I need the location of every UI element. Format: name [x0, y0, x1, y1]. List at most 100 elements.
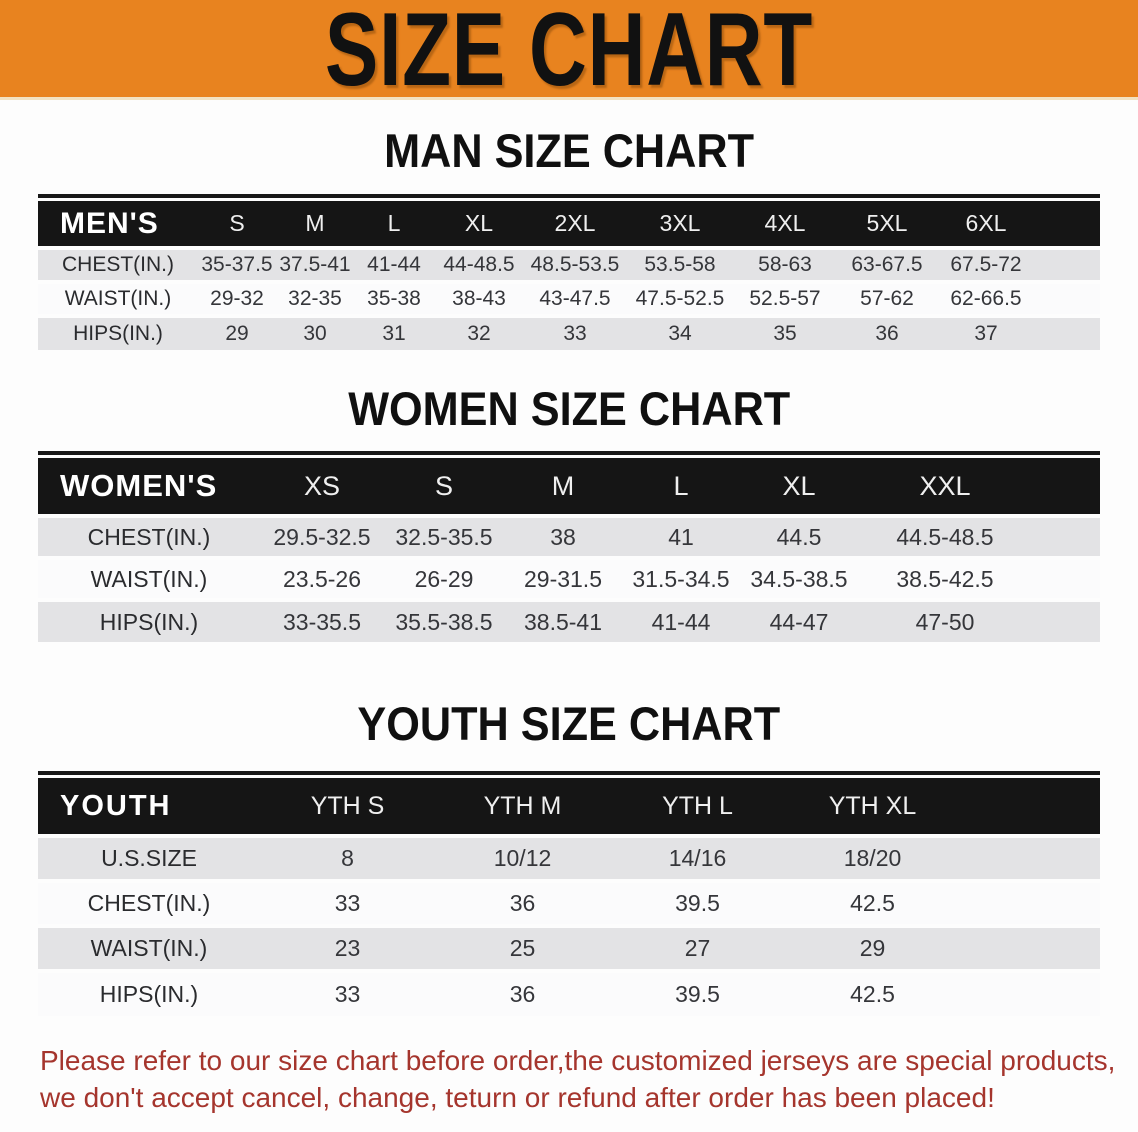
section-women: WOMEN SIZE CHART WOMEN'S XS S M L XL XXL CHEST(I…	[38, 382, 1100, 642]
size-value: 38.5-42.5	[858, 556, 1032, 600]
size-column-header: XXL	[858, 458, 1032, 516]
size-column-header: M	[276, 201, 354, 248]
size-value: 10/12	[435, 834, 610, 881]
group-label-men: MEN'S	[38, 201, 198, 248]
size-column-header: 6XL	[938, 201, 1034, 248]
row-label: WAIST(IN.)	[38, 280, 198, 316]
table-row: U.S.SIZE 8 10/12 14/16 18/20	[38, 834, 1100, 881]
size-column-header: S	[198, 201, 276, 248]
size-value: 36	[836, 314, 938, 350]
row-filler	[1034, 280, 1100, 316]
size-column-header: XL	[434, 201, 524, 248]
size-value: 53.5-58	[626, 246, 734, 282]
page-title: SIZE CHART	[0, 0, 1138, 102]
table-row: CHEST(IN.) 35-37.5 37.5-41 41-44 44-48.5 48.5…	[38, 246, 1100, 282]
size-column-header: L	[354, 201, 434, 248]
table-row: HIPS(IN.) 33 36 39.5 42.5	[38, 969, 1100, 1016]
size-value: 47.5-52.5	[626, 280, 734, 316]
row-filler	[1032, 514, 1100, 558]
size-value: 29-31.5	[504, 556, 622, 600]
size-value: 43-47.5	[524, 280, 626, 316]
row-label: HIPS(IN.)	[38, 969, 260, 1016]
size-value: 44.5	[740, 514, 858, 558]
size-value: 42.5	[785, 969, 960, 1016]
row-label: WAIST(IN.)	[38, 556, 260, 600]
size-value: 67.5-72	[938, 246, 1034, 282]
row-label: HIPS(IN.)	[38, 598, 260, 642]
section-heading-text: WOMEN SIZE CHART	[347, 382, 790, 435]
table-row: WAIST(IN.) 23.5-26 26-29 29-31.5 31.5-34.5 34…	[38, 556, 1100, 600]
size-value: 63-67.5	[836, 246, 938, 282]
size-value: 32-35	[276, 280, 354, 316]
size-value: 23	[260, 924, 435, 971]
youth-size-table: YOUTH YTH S YTH M YTH L YTH XL U.S.SIZE 8 10/12…	[38, 778, 1100, 1016]
size-value: 29-32	[198, 280, 276, 316]
size-column-header: YTH M	[435, 778, 610, 836]
size-value: 14/16	[610, 834, 785, 881]
size-value: 35-38	[354, 280, 434, 316]
row-filler	[1032, 556, 1100, 600]
row-filler	[1034, 314, 1100, 350]
size-column-header: M	[504, 458, 622, 516]
table-row: HIPS(IN.) 33-35.5 35.5-38.5 38.5-41 41-44 44-…	[38, 598, 1100, 642]
disclaimer-line-1: Please refer to our size chart before or…	[40, 1045, 1116, 1076]
size-column-header: XL	[740, 458, 858, 516]
size-value: 47-50	[858, 598, 1032, 642]
size-value: 34.5-38.5	[740, 556, 858, 600]
size-value: 44-47	[740, 598, 858, 642]
size-value: 35-37.5	[198, 246, 276, 282]
size-column-header: 2XL	[524, 201, 626, 248]
section-heading-text: YOUTH SIZE CHART	[357, 697, 781, 750]
row-label: WAIST(IN.)	[38, 924, 260, 971]
header-filler	[960, 778, 1100, 836]
size-column-header: 4XL	[734, 201, 836, 248]
section-heading-text: MAN SIZE CHART	[384, 124, 754, 177]
size-value: 32	[434, 314, 524, 350]
men-size-table: MEN'S S M L XL 2XL 3XL 4XL 5XL 6XL CHEST(IN.) 35-37…	[38, 201, 1100, 350]
header-filler	[1034, 201, 1100, 248]
size-value: 8	[260, 834, 435, 881]
table-row: HIPS(IN.) 29 30 31 32 33 34 35 36 37	[38, 314, 1100, 350]
size-column-header: YTH S	[260, 778, 435, 836]
size-column-header: 3XL	[626, 201, 734, 248]
section-men: MAN SIZE CHART MEN'S S M L XL 2XL 3XL 4XL 5XL 6XL C…	[38, 124, 1100, 350]
size-value: 25	[435, 924, 610, 971]
size-column-header: YTH XL	[785, 778, 960, 836]
size-value: 39.5	[610, 879, 785, 926]
row-label: CHEST(IN.)	[38, 246, 198, 282]
size-value: 62-66.5	[938, 280, 1034, 316]
size-value: 26-29	[384, 556, 504, 600]
size-value: 32.5-35.5	[384, 514, 504, 558]
row-filler	[1032, 598, 1100, 642]
size-value: 36	[435, 879, 610, 926]
table-header-row: YOUTH YTH S YTH M YTH L YTH XL	[38, 778, 1100, 836]
disclaimer-line-2: we don't accept cancel, change, teturn o…	[40, 1082, 995, 1113]
table-header-row: WOMEN'S XS S M L XL XXL	[38, 458, 1100, 516]
size-value: 23.5-26	[260, 556, 384, 600]
size-column-header: S	[384, 458, 504, 516]
size-value: 30	[276, 314, 354, 350]
size-value: 18/20	[785, 834, 960, 881]
size-column-header: XS	[260, 458, 384, 516]
size-value: 37.5-41	[276, 246, 354, 282]
row-label: HIPS(IN.)	[38, 314, 198, 350]
size-value: 33	[260, 969, 435, 1016]
group-label-youth: YOUTH	[38, 778, 260, 836]
table-row: WAIST(IN.) 23 25 27 29	[38, 924, 1100, 971]
size-value: 29	[785, 924, 960, 971]
section-heading-youth: YOUTH SIZE CHART	[38, 697, 1100, 750]
size-value: 34	[626, 314, 734, 350]
size-value: 35	[734, 314, 836, 350]
section-heading-women: WOMEN SIZE CHART	[38, 382, 1100, 435]
size-value: 52.5-57	[734, 280, 836, 316]
size-value: 31.5-34.5	[622, 556, 740, 600]
table-row: CHEST(IN.) 33 36 39.5 42.5	[38, 879, 1100, 926]
size-value: 33-35.5	[260, 598, 384, 642]
size-value: 31	[354, 314, 434, 350]
size-value: 44.5-48.5	[858, 514, 1032, 558]
table-header-row: MEN'S S M L XL 2XL 3XL 4XL 5XL 6XL	[38, 201, 1100, 248]
size-value: 29.5-32.5	[260, 514, 384, 558]
row-label: U.S.SIZE	[38, 834, 260, 881]
size-value: 48.5-53.5	[524, 246, 626, 282]
